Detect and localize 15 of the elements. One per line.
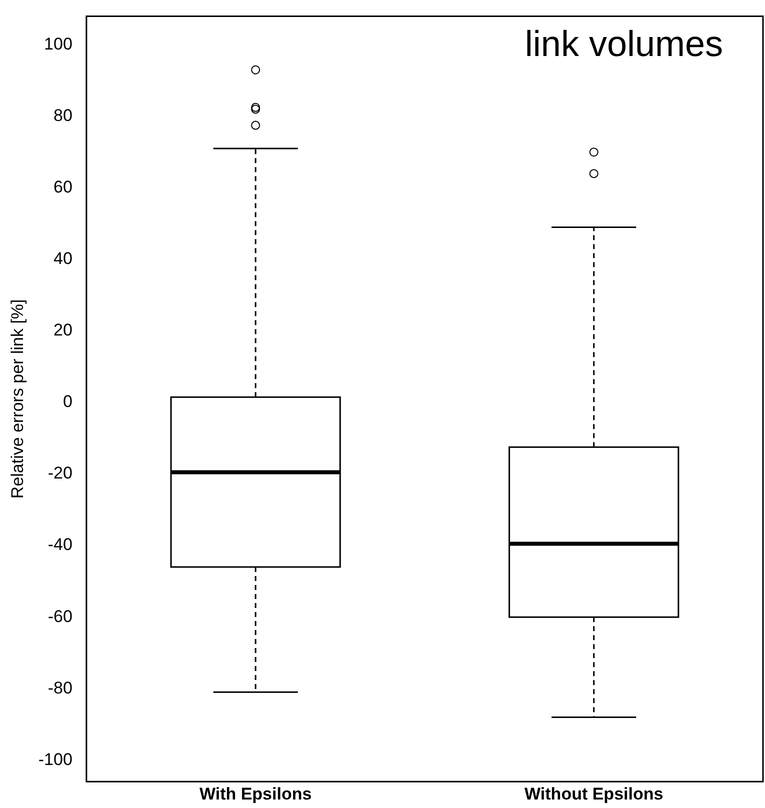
y-axis-title: Relative errors per link [%] bbox=[8, 299, 27, 499]
y-tick-label: 20 bbox=[54, 320, 72, 340]
y-tick-label: -40 bbox=[48, 535, 72, 554]
y-tick-label: 0 bbox=[62, 392, 72, 412]
x-tick-label: Without Epsilons bbox=[524, 784, 664, 804]
y-tick-label: 80 bbox=[54, 106, 72, 126]
y-tick-label: 40 bbox=[54, 249, 72, 268]
y-tick-label: 100 bbox=[44, 34, 72, 54]
x-tick-label: With Epsilons bbox=[199, 784, 312, 804]
y-tick-label: -20 bbox=[48, 464, 72, 483]
annotation: link volumes bbox=[524, 23, 723, 64]
y-tick-label: 60 bbox=[54, 178, 72, 197]
y-tick-label: -60 bbox=[48, 606, 72, 626]
y-tick-label: -100 bbox=[38, 750, 72, 769]
y-tick-label: -80 bbox=[48, 678, 72, 698]
